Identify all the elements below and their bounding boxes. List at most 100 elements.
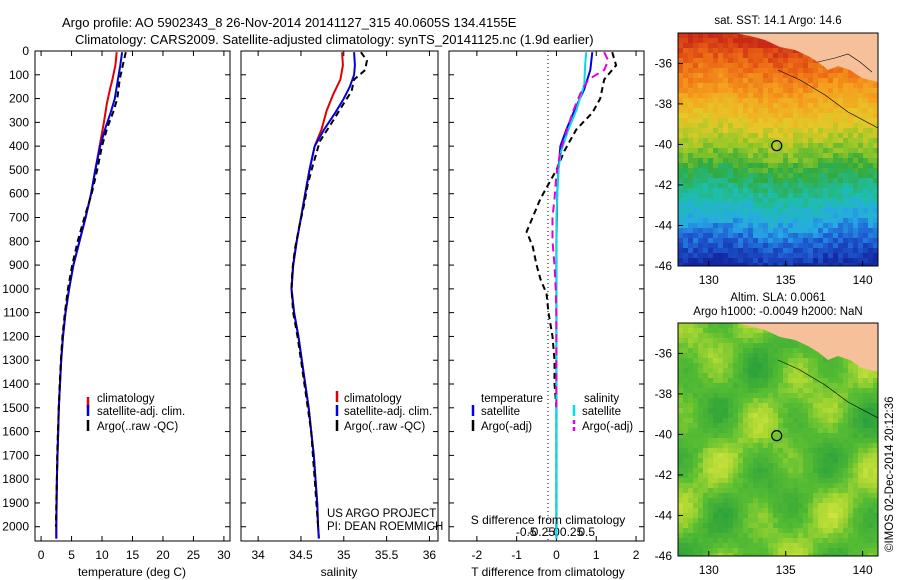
heatmap-cell bbox=[768, 63, 774, 69]
heatmap-cell bbox=[793, 168, 799, 174]
heatmap-cell bbox=[763, 528, 769, 534]
heatmap-cell bbox=[728, 228, 734, 234]
heatmap-cell bbox=[773, 463, 779, 469]
heatmap-cell bbox=[853, 508, 859, 514]
map-y-tick-label: -42 bbox=[655, 468, 673, 482]
heatmap-cell bbox=[768, 93, 774, 99]
y-tick-label: 0 bbox=[22, 44, 29, 58]
heatmap-cell bbox=[818, 183, 824, 189]
heatmap-cell bbox=[678, 253, 684, 259]
heatmap-cell bbox=[678, 488, 684, 494]
heatmap-cell bbox=[818, 178, 824, 184]
heatmap-cell bbox=[778, 108, 784, 114]
heatmap-cell bbox=[803, 163, 809, 169]
heatmap-cell bbox=[738, 183, 744, 189]
heatmap-cell bbox=[723, 453, 729, 459]
heatmap-cell bbox=[753, 443, 759, 449]
heatmap-cell bbox=[678, 248, 684, 254]
heatmap-cell bbox=[698, 508, 704, 514]
heatmap-cell bbox=[823, 218, 829, 224]
heatmap-cell bbox=[738, 68, 744, 74]
heatmap-cell bbox=[843, 233, 849, 239]
heatmap-cell bbox=[693, 73, 699, 79]
heatmap-cell bbox=[683, 503, 689, 509]
heatmap-cell bbox=[808, 258, 814, 264]
heatmap-cell bbox=[758, 473, 764, 479]
heatmap-cell bbox=[803, 63, 809, 69]
heatmap-cell bbox=[718, 553, 724, 556]
heatmap-cell bbox=[778, 518, 784, 524]
heatmap-cell bbox=[808, 63, 814, 69]
heatmap-cell bbox=[763, 88, 769, 94]
heatmap-cell bbox=[838, 233, 844, 239]
heatmap-cell bbox=[853, 238, 859, 244]
heatmap-cell bbox=[858, 183, 864, 189]
heatmap-cell bbox=[713, 408, 719, 414]
heatmap-cell bbox=[733, 73, 739, 79]
heatmap-cell bbox=[693, 248, 699, 254]
heatmap-cell bbox=[768, 458, 774, 464]
heatmap-cell bbox=[713, 533, 719, 539]
heatmap-cell bbox=[748, 373, 754, 379]
heatmap-cell bbox=[743, 168, 749, 174]
heatmap-cell bbox=[818, 173, 824, 179]
heatmap-cell bbox=[803, 98, 809, 104]
heatmap-cell bbox=[858, 108, 864, 114]
heatmap-cell bbox=[678, 58, 684, 64]
heatmap-cell bbox=[698, 333, 704, 339]
heatmap-cell bbox=[758, 38, 764, 44]
heatmap-cell bbox=[793, 258, 799, 264]
heatmap-cell bbox=[743, 53, 749, 59]
heatmap-cell bbox=[813, 378, 819, 384]
heatmap-cell bbox=[678, 78, 684, 84]
heatmap-cell bbox=[723, 98, 729, 104]
heatmap-cell bbox=[778, 413, 784, 419]
heatmap-cell bbox=[743, 223, 749, 229]
heatmap-cell bbox=[853, 228, 859, 234]
heatmap-cell bbox=[853, 98, 859, 104]
heatmap-cell bbox=[863, 448, 869, 454]
heatmap-cell bbox=[868, 548, 874, 554]
heatmap-cell bbox=[708, 243, 714, 249]
heatmap-cell bbox=[713, 118, 719, 124]
heatmap-cell bbox=[713, 398, 719, 404]
heatmap-cell bbox=[823, 523, 829, 529]
heatmap-cell bbox=[863, 138, 869, 144]
heatmap-cell bbox=[738, 383, 744, 389]
heatmap-cell bbox=[738, 363, 744, 369]
heatmap-cell bbox=[723, 158, 729, 164]
heatmap-cell bbox=[753, 398, 759, 404]
heatmap-cell bbox=[838, 428, 844, 434]
heatmap-cell bbox=[683, 323, 689, 329]
heatmap-cell bbox=[813, 398, 819, 404]
heatmap-cell bbox=[763, 233, 769, 239]
heatmap-cell bbox=[763, 533, 769, 539]
heatmap-cell bbox=[838, 153, 844, 159]
heatmap-cell bbox=[688, 108, 694, 114]
heatmap-cell bbox=[848, 438, 854, 444]
heatmap-cell bbox=[818, 443, 824, 449]
heatmap-cell bbox=[773, 348, 779, 354]
heatmap-cell bbox=[688, 468, 694, 474]
heatmap-cell bbox=[803, 118, 809, 124]
heatmap-cell bbox=[698, 118, 704, 124]
heatmap-cell bbox=[808, 353, 814, 359]
heatmap-cell bbox=[688, 53, 694, 59]
heatmap-cell bbox=[738, 408, 744, 414]
heatmap-cell bbox=[683, 403, 689, 409]
heatmap-cell bbox=[818, 138, 824, 144]
heatmap-cell bbox=[783, 78, 789, 84]
heatmap-cell bbox=[793, 458, 799, 464]
heatmap-cell bbox=[743, 438, 749, 444]
heatmap-cell bbox=[723, 118, 729, 124]
heatmap-cell bbox=[693, 548, 699, 554]
heatmap-cell bbox=[698, 423, 704, 429]
heatmap-cell bbox=[873, 123, 878, 129]
heatmap-cell bbox=[808, 538, 814, 544]
heatmap-cell bbox=[788, 418, 794, 424]
heatmap-cell bbox=[773, 68, 779, 74]
heatmap-cell bbox=[778, 168, 784, 174]
heatmap-cell bbox=[748, 243, 754, 249]
heatmap-cell bbox=[788, 428, 794, 434]
heatmap-cell bbox=[768, 453, 774, 459]
